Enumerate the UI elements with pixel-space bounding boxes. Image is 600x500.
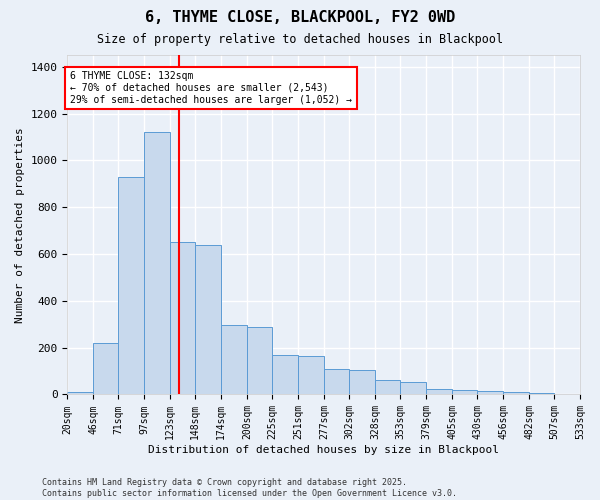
Bar [426, 388, 452, 394]
Bar [452, 390, 477, 394]
Text: Size of property relative to detached houses in Blackpool: Size of property relative to detached ho… [97, 32, 503, 46]
X-axis label: Distribution of detached houses by size in Blackpool: Distribution of detached houses by size … [148, 445, 499, 455]
Bar [400, 382, 426, 394]
Bar [195, 244, 221, 394]
Bar [170, 242, 195, 394]
Bar [247, 326, 272, 394]
Bar [349, 370, 375, 394]
Bar [93, 343, 118, 394]
Text: 6 THYME CLOSE: 132sqm
← 70% of detached houses are smaller (2,543)
29% of semi-d: 6 THYME CLOSE: 132sqm ← 70% of detached … [70, 72, 352, 104]
Bar [375, 380, 400, 394]
Bar [67, 392, 93, 394]
Bar [118, 176, 144, 394]
Bar [144, 132, 170, 394]
Bar [503, 392, 529, 394]
Bar [477, 392, 503, 394]
Bar [221, 326, 247, 394]
Bar [324, 368, 349, 394]
Bar [529, 392, 554, 394]
Bar [272, 354, 298, 395]
Text: Contains HM Land Registry data © Crown copyright and database right 2025.
Contai: Contains HM Land Registry data © Crown c… [42, 478, 457, 498]
Text: 6, THYME CLOSE, BLACKPOOL, FY2 0WD: 6, THYME CLOSE, BLACKPOOL, FY2 0WD [145, 10, 455, 25]
Y-axis label: Number of detached properties: Number of detached properties [15, 127, 25, 322]
Bar [298, 356, 324, 395]
